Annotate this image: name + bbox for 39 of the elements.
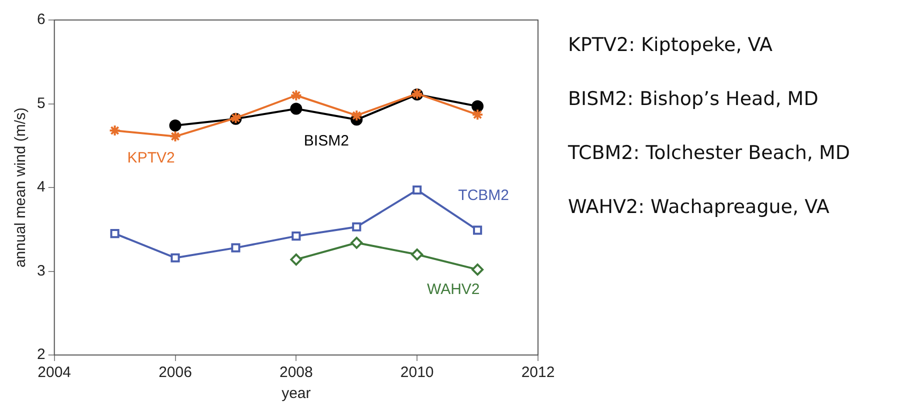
- point: [472, 100, 484, 112]
- y-tick-label: 4: [37, 178, 46, 196]
- x-tick-label: 2012: [521, 364, 555, 382]
- point: [169, 130, 182, 142]
- x-tick-label: 2004: [38, 364, 72, 382]
- series-label: KPTV2: [127, 149, 175, 166]
- text: WAHV2: Wachapreague, VA: [568, 195, 830, 220]
- y-tick-label: 6: [37, 11, 46, 28]
- text: BISM2: Bishop’s Head, MD: [568, 87, 820, 112]
- point: [472, 264, 484, 276]
- point: [472, 108, 484, 121]
- point: [170, 253, 180, 262]
- text: TCBM2: Tolchester Beach, MD: [568, 141, 850, 166]
- series-label: BISM2: [304, 132, 349, 150]
- series-label: TCBM2: [458, 187, 510, 204]
- point: [352, 222, 362, 232]
- point: [169, 120, 182, 132]
- y-tick-label: 2: [37, 346, 46, 364]
- y-tick-label: 5: [37, 94, 46, 112]
- point: [290, 89, 302, 102]
- point: [292, 232, 301, 241]
- y-tick-label: 3: [37, 262, 46, 280]
- point: [110, 229, 120, 238]
- text: KPTV2: Kiptopeke, VA: [568, 33, 774, 58]
- point: [350, 236, 363, 249]
- point: [411, 248, 424, 260]
- point: [290, 254, 302, 266]
- y-axis-title: annual mean wind (m/s): [12, 107, 30, 268]
- point: [473, 226, 482, 235]
- x-tick-label: 2006: [158, 364, 192, 382]
- point: [108, 124, 121, 137]
- point: [350, 109, 363, 122]
- point: [231, 243, 240, 252]
- series-label: WAHV2: [426, 280, 480, 298]
- x-tick-label: 2010: [400, 364, 434, 382]
- x-tick-label: 2008: [279, 364, 313, 382]
- point: [290, 102, 302, 115]
- x-axis-title: year: [282, 385, 311, 402]
- point: [412, 185, 422, 195]
